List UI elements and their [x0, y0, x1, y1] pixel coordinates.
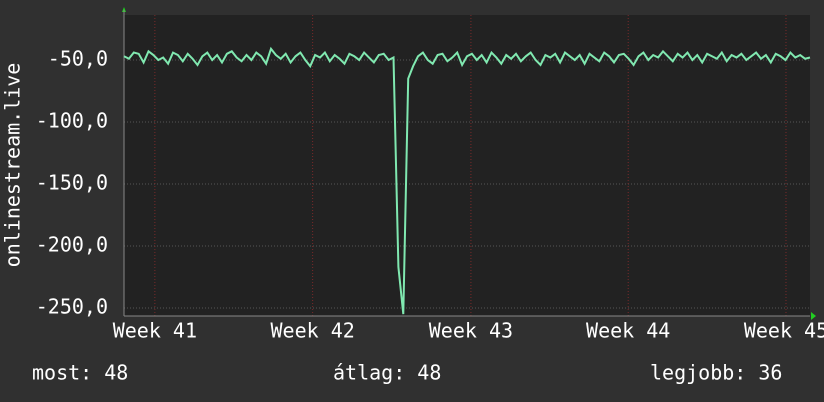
x-tick-label: Week 44 [586, 319, 670, 343]
stat-text: most: 48 [32, 361, 128, 385]
x-tick-label: Week 41 [113, 319, 197, 343]
stat-text: legjobb: 36 [650, 361, 782, 385]
y-axis-label: onlinestream.live [1, 63, 25, 268]
x-tick-label: Week 42 [271, 319, 355, 343]
x-tick-label: Week 43 [429, 319, 513, 343]
y-tick-label: -100,0 [36, 108, 108, 132]
plot-area [124, 15, 810, 316]
x-tick-label: Week 45 [744, 319, 824, 343]
axis-arrow [811, 312, 816, 320]
y-tick-label: -200,0 [36, 232, 108, 256]
stat-text: átlag: 48 [333, 361, 441, 385]
axis-arrow [122, 7, 126, 12]
y-tick-label: -50,0 [48, 47, 108, 71]
y-tick-label: -250,0 [36, 294, 108, 318]
data-line [123, 46, 811, 315]
y-tick-label: -150,0 [36, 170, 108, 194]
